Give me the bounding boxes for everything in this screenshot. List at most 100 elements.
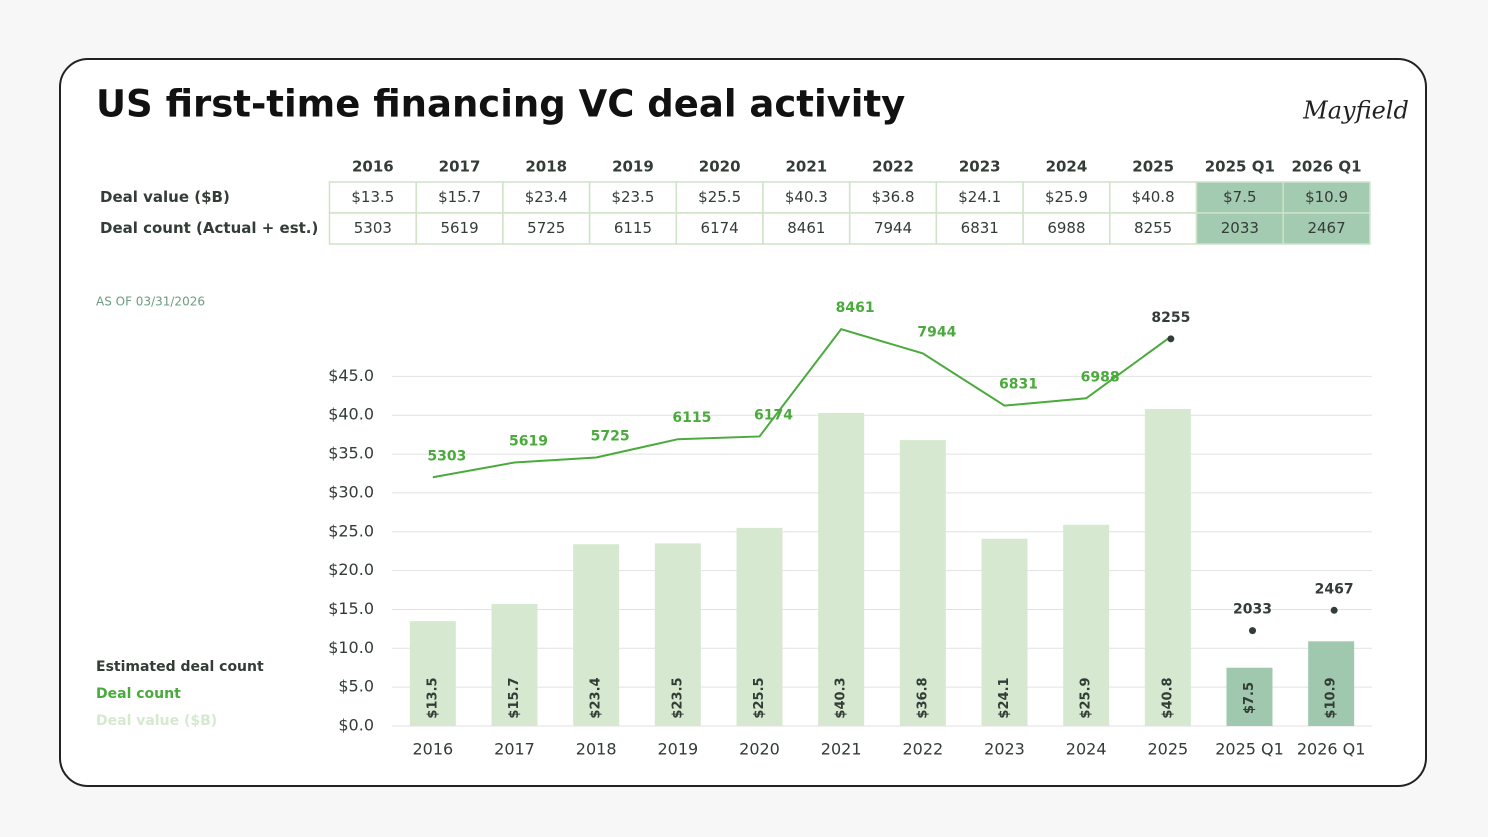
cell-text: 2467 xyxy=(1307,219,1345,237)
bar xyxy=(818,412,865,726)
table-header: 2025 xyxy=(1132,158,1174,176)
cell-text: $15.7 xyxy=(438,188,481,206)
cell-text: 2033 xyxy=(1221,219,1259,237)
line-value-label: 6831 xyxy=(999,377,1038,393)
x-tick-label: 2019 xyxy=(657,740,698,759)
bar-value-label: $25.9 xyxy=(1079,677,1094,718)
table-cell xyxy=(675,212,764,245)
cell-text: 5303 xyxy=(354,219,392,237)
line xyxy=(432,328,1169,479)
cell-text: 5619 xyxy=(440,219,478,237)
table-header: 2026 Q1 xyxy=(1291,158,1361,176)
table-cell xyxy=(1195,212,1284,245)
bar xyxy=(1308,641,1355,726)
cell-text: $40.8 xyxy=(1132,188,1175,206)
bar xyxy=(899,440,946,726)
title: US first-time financing VC deal activity xyxy=(96,83,905,126)
table-cell xyxy=(502,212,591,245)
legend: Estimated deal count Deal count Deal value… xyxy=(96,659,264,729)
x-tick-label: 2022 xyxy=(902,740,943,759)
table-cell xyxy=(328,212,417,245)
bar xyxy=(981,538,1028,726)
y-tick-label: $30.0 xyxy=(328,482,374,501)
point xyxy=(1249,627,1256,635)
table-cell xyxy=(762,181,851,214)
table-header: 2022 xyxy=(872,158,914,176)
y-tick-label: $0.0 xyxy=(338,716,374,735)
x-tick-label: 2020 xyxy=(739,740,780,759)
cell-text: $36.8 xyxy=(872,188,915,206)
bar-value-label: $40.8 xyxy=(1160,677,1175,718)
table-header: 2019 xyxy=(612,158,654,176)
bar-value-label: $25.5 xyxy=(752,677,767,718)
table-cell xyxy=(935,212,1024,245)
cell-text: $25.5 xyxy=(698,188,741,206)
bar xyxy=(1063,524,1110,726)
cell-text: 6115 xyxy=(614,219,652,237)
table-cell xyxy=(762,212,851,245)
table-cell xyxy=(1109,212,1198,245)
table-cell xyxy=(848,181,938,214)
y-tick-label: $20.0 xyxy=(328,560,374,579)
line-value-label: 5725 xyxy=(591,428,630,444)
y-tick-label: $25.0 xyxy=(328,521,374,540)
line-value-label: 6174 xyxy=(754,407,793,423)
x-tick-label: 2025 Q1 xyxy=(1215,740,1284,759)
bar-value-label: $40.3 xyxy=(834,677,849,718)
cell-text: 6174 xyxy=(701,219,739,237)
cell-text: 5725 xyxy=(527,219,565,237)
bar xyxy=(1144,409,1191,726)
table-cell xyxy=(588,212,678,245)
y-tick-label: $10.0 xyxy=(328,638,374,657)
x-tick-label: 2023 xyxy=(984,740,1025,759)
logo: Mayfield xyxy=(1302,97,1409,125)
bar-value-label: $36.8 xyxy=(915,677,930,718)
bar xyxy=(736,527,783,726)
x-tick-label: 2024 xyxy=(1066,740,1107,759)
line-value-label: 8461 xyxy=(836,300,875,316)
y-tick-label: $45.0 xyxy=(328,366,374,385)
x-tick-label: 2026 Q1 xyxy=(1297,740,1366,759)
cell-text: $10.9 xyxy=(1305,188,1348,206)
cell-text: 8461 xyxy=(787,219,825,237)
x-tick-label: 2025 xyxy=(1147,740,1188,759)
line-value-label: 7944 xyxy=(917,324,956,340)
point xyxy=(1167,335,1175,343)
point-value-label: 2033 xyxy=(1233,602,1272,618)
y-tick-label: $5.0 xyxy=(338,677,374,696)
point-value-label: 2467 xyxy=(1315,581,1354,597)
point-value-label: 8255 xyxy=(1151,310,1190,326)
bar xyxy=(654,543,701,726)
cell-text: 8255 xyxy=(1134,219,1172,237)
legend-entry: Deal count xyxy=(96,686,181,702)
y-tick-label: $15.0 xyxy=(328,599,374,618)
table-cell xyxy=(328,181,417,214)
table-cell xyxy=(1282,212,1371,245)
x-tick-label: 2017 xyxy=(494,740,535,759)
table-cell xyxy=(1195,181,1284,214)
y-tick-label: $40.0 xyxy=(328,405,374,424)
cell-text: $25.9 xyxy=(1045,188,1088,206)
legend-entry: Estimated deal count xyxy=(96,659,264,675)
table-header: 2023 xyxy=(959,158,1001,176)
cell-text: 7944 xyxy=(874,219,912,237)
bar-value-label: $10.9 xyxy=(1324,677,1339,718)
cell-text: $23.5 xyxy=(611,188,654,206)
x-tick-label: 2021 xyxy=(821,740,862,759)
y-tick-label: $35.0 xyxy=(328,444,374,463)
bar xyxy=(491,604,538,726)
row-label: Deal value ($B) xyxy=(100,188,230,206)
table-cell xyxy=(935,181,1024,214)
cell-text: 6831 xyxy=(961,219,999,237)
cell-text: $23.4 xyxy=(525,188,568,206)
table-header: 2017 xyxy=(439,158,481,176)
cell-text: 6988 xyxy=(1047,219,1085,237)
bar-value-label: $24.1 xyxy=(997,677,1012,718)
bar xyxy=(573,544,620,726)
table-header: 2020 xyxy=(699,158,741,176)
bar-value-label: $23.4 xyxy=(589,677,604,718)
table-header: 2016 xyxy=(352,158,394,176)
x-tick-label: 2018 xyxy=(576,740,617,759)
table-header: 2021 xyxy=(785,158,827,176)
